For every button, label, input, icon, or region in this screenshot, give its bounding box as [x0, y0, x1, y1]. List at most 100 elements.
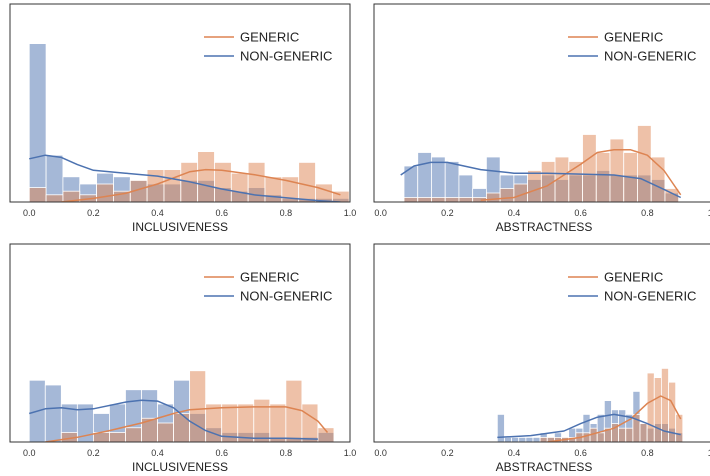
axes-frame: [9, 243, 351, 443]
x-tick-label: 0.6: [215, 448, 228, 458]
generic-bar: [527, 170, 542, 202]
legend-label: NON-GENERIC: [604, 289, 696, 304]
x-tick-label: 0.4: [508, 208, 521, 218]
x-axis-label: ABSTRACTNESS: [496, 460, 593, 474]
generic-kde-line: [480, 149, 682, 201]
chart-panel-3: 0.0 0.2 0.4 0.6 0.8 1.0 INCLUSIVENESS GENERIC NO…: [9, 243, 357, 474]
generic-bar: [230, 172, 249, 202]
generic-bar: [595, 152, 611, 202]
generic-bar: [609, 138, 625, 202]
generic-bar: [618, 427, 627, 442]
x-tick-label: 0.0: [374, 208, 387, 218]
generic-bar: [403, 197, 419, 202]
generic-bar: [315, 183, 333, 202]
generic-bar: [28, 187, 47, 202]
x-tick-label: 1.0: [344, 208, 357, 218]
x-axis-label: INCLUSIVENESS: [132, 220, 228, 234]
chart-panel-4: 0.0 0.2 0.4 0.6 0.8 1.0 ABSTRACTNESS GENERIC NON…: [373, 243, 710, 474]
x-tick-label: 1.0: [708, 208, 710, 218]
non-generic-bar: [532, 436, 541, 442]
axes-frame: [9, 3, 351, 203]
x-tick-label: 1.0: [344, 448, 357, 458]
x-tick-label: 0.4: [151, 208, 164, 218]
generic-bar: [157, 422, 174, 442]
legend: GENERIC NON-GENERIC: [568, 270, 696, 304]
generic-bar: [499, 188, 515, 202]
legend-label: GENERIC: [604, 30, 663, 45]
generic-bar: [264, 176, 283, 202]
generic-bar: [189, 370, 207, 442]
axes-frame: [373, 3, 710, 203]
x-tick-label: 0.4: [508, 448, 521, 458]
generic-kde-line: [45, 406, 329, 442]
legend-label: NON-GENERIC: [240, 289, 332, 304]
x-tick-label: 0.8: [641, 448, 654, 458]
generic-bar: [431, 197, 446, 202]
generic-bar: [205, 403, 223, 442]
non-generic-bar: [518, 436, 527, 442]
generic-bar: [582, 134, 597, 202]
generic-bar: [214, 161, 232, 202]
generic-bar: [639, 423, 648, 442]
x-tick-label: 0.8: [641, 208, 654, 218]
generic-bar: [125, 427, 142, 442]
generic-bar: [109, 432, 126, 442]
legend-label: GENERIC: [604, 270, 663, 285]
x-tick-label: 0.6: [215, 208, 228, 218]
x-tick-label: 0.8: [280, 208, 293, 218]
x-axis-label: INCLUSIVENESS: [132, 460, 228, 474]
generic-bar: [269, 403, 287, 442]
chart-panel-2: 0.0 0.2 0.4 0.6 0.8 1.0 ABSTRACTNESS GENERIC NON…: [373, 3, 710, 234]
generic-bar: [444, 197, 460, 202]
generic-bar: [458, 197, 474, 202]
legend-label: GENERIC: [240, 30, 299, 45]
generic-bar: [625, 427, 634, 442]
non-generic-bar: [511, 436, 520, 442]
non-generic-kde-line: [29, 154, 341, 202]
generic-bar: [653, 377, 662, 442]
generic-bar: [646, 372, 655, 442]
non-generic-bar: [44, 384, 62, 442]
axes-frame: [373, 243, 710, 443]
generic-bar: [317, 427, 335, 442]
non-generic-kde-line: [497, 413, 681, 439]
legend: GENERIC NON-GENERIC: [204, 270, 332, 304]
generic-bar: [197, 151, 215, 202]
generic-bar: [285, 379, 303, 442]
chart-panel-1: 0.0 0.2 0.4 0.6 0.8 1.0 INCLUSIVENESS GENERIC NO…: [9, 3, 357, 234]
generic-bar: [298, 161, 316, 202]
non-generic-kde-line: [28, 399, 318, 440]
generic-bar: [539, 436, 548, 442]
x-tick-label: 0.6: [574, 208, 587, 218]
legend-label: NON-GENERIC: [604, 49, 696, 64]
generic-bar: [301, 403, 319, 442]
generic-bar: [253, 398, 271, 442]
generic-bar: [582, 432, 591, 442]
x-axis-label: ABSTRACTNESS: [496, 220, 593, 234]
x-tick-label: 0.2: [87, 448, 100, 458]
generic-bar: [485, 192, 501, 202]
generic-kde-line: [61, 168, 341, 202]
non-generic-kde-line: [400, 161, 682, 199]
generic-bar: [96, 183, 114, 202]
legend: GENERIC NON-GENERIC: [568, 30, 696, 64]
x-tick-label: 0.2: [441, 208, 454, 218]
x-tick-label: 0.0: [23, 208, 36, 218]
x-tick-label: 0.0: [374, 448, 387, 458]
non-generic-bar: [417, 152, 432, 202]
non-generic-bar: [504, 436, 513, 442]
generic-bar: [45, 194, 64, 202]
generic-bar: [173, 413, 191, 442]
generic-bar: [163, 169, 182, 202]
non-generic-bar: [525, 436, 534, 442]
generic-bar: [637, 125, 652, 202]
generic-bar: [675, 413, 684, 442]
legend-label: GENERIC: [240, 270, 299, 285]
generic-bar: [237, 403, 255, 442]
x-tick-label: 0.4: [151, 448, 164, 458]
non-generic-bar: [444, 161, 460, 202]
generic-bar: [668, 381, 677, 442]
x-tick-label: 0.2: [441, 448, 454, 458]
x-tick-label: 0.8: [280, 448, 293, 458]
generic-bar: [596, 432, 605, 442]
